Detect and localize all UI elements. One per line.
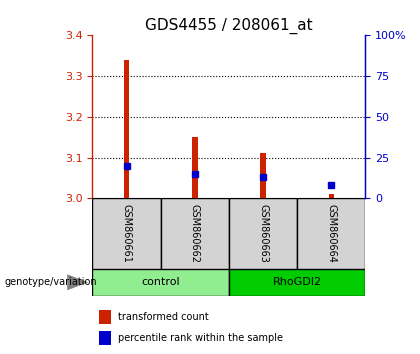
Text: GSM860662: GSM860662 [190, 204, 200, 263]
Bar [192, 137, 197, 198]
Text: percentile rank within the sample: percentile rank within the sample [118, 333, 283, 343]
Title: GDS4455 / 208061_at: GDS4455 / 208061_at [145, 18, 313, 34]
Bar [229, 198, 297, 269]
Text: GSM860663: GSM860663 [258, 204, 268, 263]
Text: GSM860661: GSM860661 [121, 204, 131, 263]
Bar [99, 310, 111, 324]
Bar [161, 198, 229, 269]
Bar [328, 194, 334, 198]
Text: GSM860664: GSM860664 [326, 204, 336, 263]
Polygon shape [67, 274, 88, 290]
Text: transformed count: transformed count [118, 312, 208, 322]
Bar [124, 60, 129, 198]
Text: genotype/variation: genotype/variation [4, 277, 97, 287]
Bar [99, 331, 111, 345]
Bar [297, 198, 365, 269]
Bar [92, 198, 161, 269]
Bar [92, 269, 229, 296]
Bar [260, 154, 266, 198]
Bar [229, 269, 365, 296]
Text: RhoGDI2: RhoGDI2 [273, 277, 322, 287]
Text: control: control [142, 277, 180, 287]
